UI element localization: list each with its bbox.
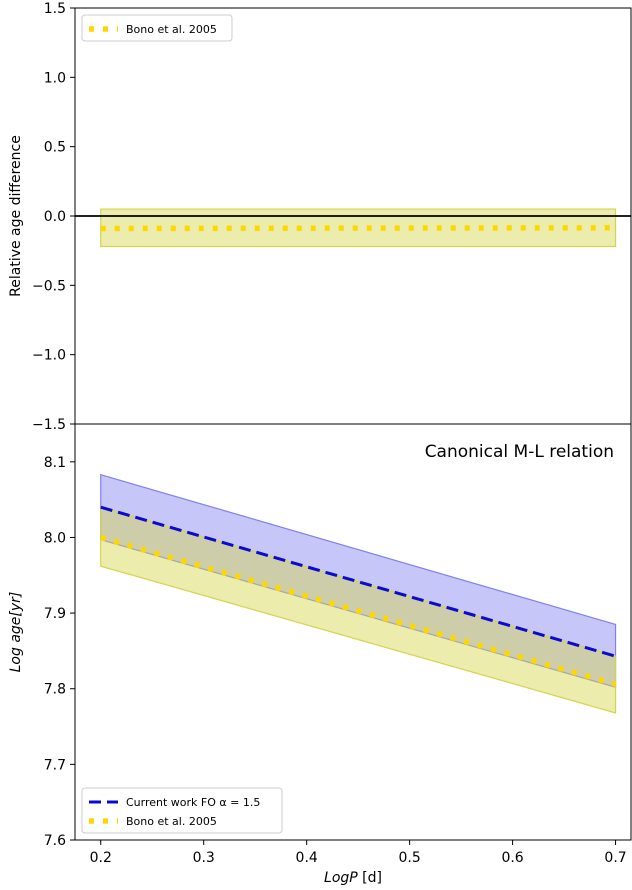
bottom-bands — [100, 473, 617, 714]
bottom-panel: 7.6 7.7 7.8 7.9 8.0 8.1 0.2 0.3 0.4 0.5 0.6 0.7 Ca… — [8, 423, 632, 886]
x-axis-label-main: LogP — [324, 870, 358, 886]
panel-annotation: Canonical M-L relation — [425, 442, 614, 462]
top-panel: −1.5 −1.0 −0.5 0.0 0.5 1.0 1.5 Relative age di… — [8, 1, 632, 433]
series-line — [99, 534, 617, 687]
legend-label: Bono et al. 2005 — [126, 23, 217, 36]
top-bands — [100, 208, 617, 248]
legend-label: Current work FO α = 1.5 — [126, 796, 260, 809]
bottom-legend: Current work FO α = 1.5 Bono et al. 2005 — [81, 787, 283, 834]
x-tick-label: 0.7 — [604, 850, 626, 866]
y-axis-label-main: Log age — [8, 617, 24, 673]
x-tick-label: 0.3 — [193, 850, 215, 866]
uncertainty-band — [100, 208, 617, 248]
y-tick-label: 1.0 — [44, 70, 66, 86]
x-tick-label: 0.5 — [398, 850, 420, 866]
top-series-lines — [100, 225, 616, 232]
y-tick-label: −0.5 — [32, 278, 66, 294]
x-tick-label: 0.2 — [90, 850, 112, 866]
bottom-y-axis-label: Log age[yr] — [8, 592, 24, 673]
y-tick-label: 7.8 — [44, 682, 66, 698]
bottom-axes-frame — [74, 423, 632, 841]
y-tick-label: 8.1 — [44, 455, 66, 471]
y-tick-label: 8.0 — [44, 530, 66, 546]
y-axis-label-unit: [yr] — [8, 592, 24, 617]
legend-box — [81, 787, 283, 834]
y-tick-label: 7.9 — [44, 606, 66, 622]
y-tick-label: 0.0 — [44, 209, 66, 225]
x-axis-label: LogP [d] — [324, 870, 382, 886]
y-tick-label: 7.7 — [44, 757, 66, 773]
y-tick-label: 0.5 — [44, 140, 66, 156]
y-tick-label: 7.6 — [44, 833, 66, 849]
x-tick-label: 0.4 — [296, 850, 318, 866]
top-y-axis-label: Relative age difference — [8, 135, 24, 297]
x-axis-label-unit: [d] — [358, 870, 382, 886]
y-tick-label: −1.5 — [32, 417, 66, 433]
legend-label: Bono et al. 2005 — [126, 815, 217, 828]
y-tick-label: 1.5 — [44, 1, 66, 17]
y-tick-label: −1.0 — [32, 348, 66, 364]
bottom-y-ticks: 7.6 7.7 7.8 7.9 8.0 8.1 — [44, 455, 75, 849]
bottom-x-ticks: 0.2 0.3 0.4 0.5 0.6 0.7 — [90, 840, 627, 866]
top-y-ticks: −1.5 −1.0 −0.5 0.0 0.5 1.0 1.5 — [32, 1, 75, 433]
bottom-series-lines — [99, 505, 617, 687]
series-line — [100, 225, 616, 232]
legend-box — [81, 14, 233, 42]
x-tick-label: 0.6 — [501, 850, 523, 866]
top-legend: Bono et al. 2005 — [81, 14, 233, 42]
